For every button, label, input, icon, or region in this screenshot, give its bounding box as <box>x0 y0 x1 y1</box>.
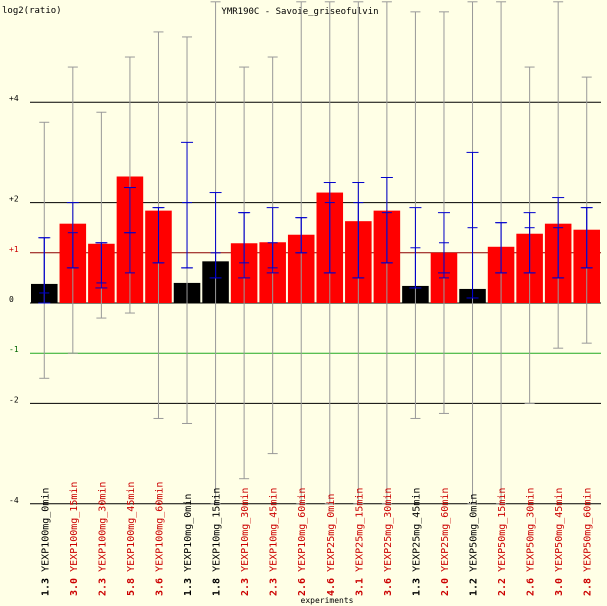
x-tick-category: YEXP100mg_60min <box>154 482 165 572</box>
x-tick-category: YEXP50mg_45min <box>554 488 565 572</box>
x-tick-text: 3.1 YEXP25mg_15min <box>354 488 365 596</box>
x-tick-text: 3.0 YEXP100mg_15min <box>69 482 80 596</box>
x-tick-category: YEXP10mg_45min <box>269 488 280 572</box>
x-tick-text: 2.6 YEXP50mg_30min <box>526 488 537 596</box>
x-tick-category: YEXP50mg_30min <box>526 488 537 572</box>
x-tick-text: 2.3 YEXP10mg_30min <box>240 488 251 596</box>
y-tick-label: -1 <box>9 345 19 354</box>
error-bar-layer <box>38 1 593 505</box>
chart-title: YMR190C - Savoie_griseofulvin <box>221 7 378 17</box>
x-tick-label: 2.3 YEXP10mg_30min <box>240 488 251 596</box>
x-tick-category: YEXP25mg_60min <box>440 488 451 572</box>
x-tick-text: 2.8 YEXP50mg_60min <box>583 488 594 596</box>
x-tick-value: 2.3 <box>240 572 251 596</box>
x-tick-value: 3.1 <box>354 572 365 596</box>
x-tick-category: YEXP100mg_30min <box>97 482 108 572</box>
x-tick-value: 1.2 <box>469 572 480 596</box>
x-tick-label: 2.2 YEXP50mg_15min <box>497 488 508 596</box>
x-label-layer: 1.3 YEXP100mg_0min 3.0 YEXP100mg_15min 2.3… <box>40 482 593 596</box>
x-tick-text: 1.8 YEXP10mg_15min <box>212 488 223 596</box>
x-tick-category: YEXP100mg_0min <box>40 488 51 572</box>
x-tick-value: 2.6 <box>297 572 308 596</box>
y-tick-label: +4 <box>9 94 19 103</box>
x-tick-category: YEXP25mg_0min <box>326 494 337 572</box>
x-tick-text: 2.2 YEXP50mg_15min <box>497 488 508 596</box>
x-tick-category: YEXP100mg_15min <box>69 482 80 572</box>
x-tick-value: 3.0 <box>554 572 565 596</box>
x-tick-value: 2.8 <box>583 572 594 596</box>
x-tick-category: YEXP10mg_30min <box>240 488 251 572</box>
x-tick-text: 2.6 YEXP10mg_60min <box>297 488 308 596</box>
y-tick-label: +2 <box>9 195 19 204</box>
y-tick-label: 0 <box>9 295 14 304</box>
x-tick-value: 1.8 <box>212 572 223 596</box>
x-tick-value: 3.6 <box>154 572 165 596</box>
x-tick-text: 3.0 YEXP50mg_45min <box>554 488 565 596</box>
x-tick-category: YEXP10mg_0min <box>183 494 194 572</box>
x-tick-value: 5.8 <box>126 572 137 596</box>
x-tick-text: 4.6 YEXP25mg_0min <box>326 494 337 596</box>
x-tick-category: YEXP50mg_0min <box>469 494 480 572</box>
x-tick-text: 5.8 YEXP100mg_45min <box>126 482 137 596</box>
x-tick-category: YEXP25mg_15min <box>354 488 365 572</box>
x-tick-label: 1.3 YEXP100mg_0min <box>40 488 51 596</box>
x-tick-label: 5.8 YEXP100mg_45min <box>126 482 137 596</box>
x-tick-value: 3.6 <box>383 572 394 596</box>
x-tick-label: 3.6 YEXP25mg_30min <box>383 488 394 596</box>
x-tick-value: 2.6 <box>526 572 537 596</box>
x-tick-value: 2.0 <box>440 572 451 596</box>
x-tick-value: 2.3 <box>97 572 108 596</box>
x-tick-value: 1.3 <box>183 572 194 596</box>
x-tick-text: 1.3 YEXP100mg_0min <box>40 488 51 596</box>
x-tick-value: 2.3 <box>269 572 280 596</box>
x-tick-label: 1.2 YEXP50mg_0min <box>469 494 480 596</box>
x-tick-label: 2.6 YEXP10mg_60min <box>297 488 308 596</box>
x-tick-label: 3.1 YEXP25mg_15min <box>354 488 365 596</box>
x-axis-label: experiments <box>301 596 354 605</box>
x-tick-label: 2.3 YEXP100mg_30min <box>97 482 108 596</box>
x-tick-value: 3.0 <box>69 572 80 596</box>
x-tick-category: YEXP50mg_15min <box>497 488 508 572</box>
x-tick-value: 4.6 <box>326 572 337 596</box>
grid-layer <box>30 101 601 505</box>
x-tick-value: 2.2 <box>497 572 508 596</box>
y-tick-layer: +4 +2 +1 0 -1 -2 -4 <box>9 94 19 505</box>
x-tick-label: 2.3 YEXP10mg_45min <box>269 488 280 596</box>
x-tick-label: 3.0 YEXP50mg_45min <box>554 488 565 596</box>
x-tick-text: 3.6 YEXP100mg_60min <box>154 482 165 596</box>
x-tick-text: 1.2 YEXP50mg_0min <box>469 494 480 596</box>
y-axis-label: log2(ratio) <box>2 6 62 16</box>
x-tick-category: YEXP100mg_45min <box>126 482 137 572</box>
x-tick-text: 3.6 YEXP25mg_30min <box>383 488 394 596</box>
x-tick-label: 3.0 YEXP100mg_15min <box>69 482 80 596</box>
x-tick-text: 2.0 YEXP25mg_60min <box>440 488 451 596</box>
x-tick-category: YEXP10mg_15min <box>212 488 223 572</box>
x-tick-label: 2.0 YEXP25mg_60min <box>440 488 451 596</box>
x-tick-label: 3.6 YEXP100mg_60min <box>154 482 165 596</box>
x-tick-label: 1.3 YEXP25mg_45min <box>411 488 422 596</box>
x-tick-category: YEXP10mg_60min <box>297 488 308 572</box>
x-tick-label: 2.6 YEXP50mg_30min <box>526 488 537 596</box>
x-tick-value: 1.3 <box>411 572 422 596</box>
x-tick-text: 1.3 YEXP10mg_0min <box>183 494 194 596</box>
x-tick-category: YEXP25mg_45min <box>411 488 422 572</box>
x-tick-category: YEXP25mg_30min <box>383 488 394 572</box>
x-tick-label: 4.6 YEXP25mg_0min <box>326 494 337 596</box>
x-tick-category: YEXP50mg_60min <box>583 488 594 572</box>
x-tick-label: 2.8 YEXP50mg_60min <box>583 488 594 596</box>
y-tick-label: -4 <box>9 496 19 505</box>
x-tick-text: 2.3 YEXP10mg_45min <box>269 488 280 596</box>
x-tick-text: 2.3 YEXP100mg_30min <box>97 482 108 596</box>
x-tick-label: 1.8 YEXP10mg_15min <box>212 488 223 596</box>
y-tick-label: -2 <box>9 395 19 404</box>
bar-layer <box>31 176 600 303</box>
x-tick-label: 1.3 YEXP10mg_0min <box>183 494 194 596</box>
x-tick-value: 1.3 <box>40 572 51 596</box>
x-tick-text: 1.3 YEXP25mg_45min <box>411 488 422 596</box>
y-tick-label: +1 <box>9 245 19 254</box>
